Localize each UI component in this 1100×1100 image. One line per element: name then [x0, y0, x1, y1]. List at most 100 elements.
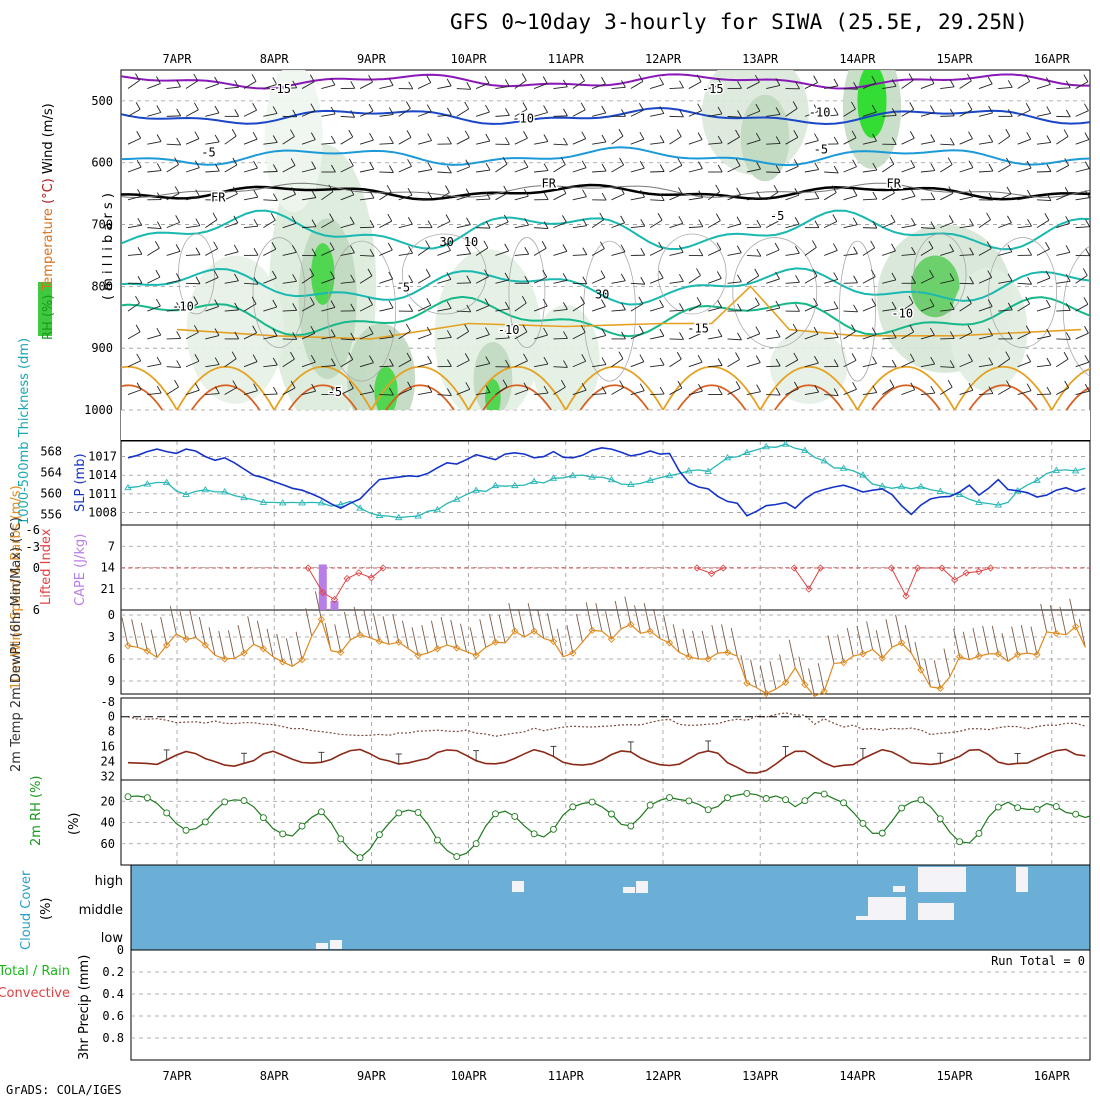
wind-barb-flag [813, 326, 819, 335]
wind-barb [243, 196, 258, 201]
wind-barb [1056, 165, 1069, 173]
wind-barb [475, 305, 490, 312]
wind-barb [166, 164, 179, 173]
wind-barb-flag [272, 193, 278, 201]
wind-barb [1056, 222, 1070, 229]
wind-barb-flag [775, 78, 781, 86]
wind-barb [495, 386, 508, 395]
thickness-marker [240, 493, 248, 501]
wind-barb [592, 141, 607, 145]
wind-barb [843, 310, 858, 313]
surface-wind-barb [692, 630, 699, 660]
wind-barb-flag [523, 131, 528, 139]
wind-barb [417, 111, 432, 117]
wind-barb [263, 335, 278, 340]
wind-barb [224, 164, 238, 173]
wind-barb-flag [930, 163, 936, 171]
wind-barb-flag [851, 130, 857, 139]
surface-wind-barb [518, 608, 525, 638]
isotherm-warm [370, 366, 470, 410]
wind-barb-flag [523, 159, 529, 168]
rh-shading [910, 255, 960, 318]
wind-barb [340, 223, 355, 229]
wind-barb-flag [678, 274, 684, 282]
wind-barb [359, 362, 374, 368]
wind-barb-flag [872, 220, 878, 229]
wind-barb-flag [696, 74, 702, 82]
rh-axis-label: 2m RH (%) [29, 775, 44, 846]
wind-barb-flag [193, 73, 199, 82]
wind-barb-flag [562, 273, 568, 281]
wind-barb-flag [737, 81, 742, 89]
wind-barb [824, 394, 839, 396]
wind-barb [495, 337, 510, 340]
rh-marker [1052, 803, 1060, 811]
wind-barb [127, 108, 141, 117]
wind-barb [843, 359, 857, 368]
wind-barb [978, 335, 993, 340]
wind-barb [669, 136, 682, 145]
wind-barb [1017, 361, 1031, 368]
wind-barb [282, 193, 296, 201]
wind-barb-flag [811, 240, 817, 248]
wind-barb-flag [930, 134, 936, 142]
wind-barb [360, 197, 375, 201]
wind-barb [282, 222, 297, 229]
wind-barb-flag [949, 273, 955, 281]
rh-shading [857, 70, 887, 138]
isotherm-label: FR [542, 176, 557, 190]
wind-barb [475, 247, 489, 256]
wind-barb [476, 363, 490, 368]
wind-barb-flag [195, 247, 201, 255]
wind-barb-flag [405, 101, 411, 109]
wind-barb-flag [679, 303, 684, 311]
wind-barb [669, 280, 684, 284]
rh-marker [511, 812, 519, 820]
wind-barb [727, 115, 742, 118]
li-marker [708, 570, 716, 578]
temp-plot [121, 712, 1090, 774]
wind-barb-flag [833, 107, 839, 116]
wind-barb-flag [814, 355, 819, 364]
day-label-top: 7APR [163, 52, 193, 66]
surface-wind-barb [1040, 603, 1048, 632]
surface-wind-barb [179, 611, 187, 640]
wind-barb-flag [737, 110, 742, 118]
surface-wind-barb [885, 619, 893, 648]
wind-barb [862, 140, 877, 145]
wind-barb-flag [736, 245, 742, 254]
rh-marker [259, 814, 267, 822]
wind-barb [727, 388, 741, 395]
wind-barb-flag [833, 388, 839, 396]
wind-barb-flag [833, 136, 839, 145]
wind-barb-flag [485, 385, 491, 393]
wind-barb-flag [234, 302, 240, 311]
wind-barb [959, 254, 974, 256]
wind-barb [669, 165, 683, 173]
wind-barb [514, 195, 529, 201]
wind-barb [630, 225, 645, 229]
thickness-marker [685, 467, 693, 474]
wind-barb-flag [988, 328, 993, 336]
wind-barb-flag [1025, 103, 1031, 111]
precip-legend-total: Total / Rain [0, 964, 70, 979]
rh-contour [401, 233, 487, 315]
wind-barb-flag [542, 76, 548, 84]
wind-barb-flag [659, 164, 665, 172]
wind-barb-flag [270, 212, 276, 221]
day-label-bottom: 15APR [937, 1069, 974, 1083]
wind-speed-marker [221, 655, 229, 663]
wind-barb [1036, 113, 1051, 117]
wind-barb-flag [156, 221, 162, 229]
wind-barb-flag [446, 272, 452, 280]
precip-tick-label: 0.6 [102, 1009, 124, 1023]
day-label-bottom: 9APR [357, 1069, 387, 1083]
rh-shading [473, 342, 513, 410]
wind-speed-marker [723, 648, 732, 657]
wind-barb [1017, 109, 1031, 117]
wind-barb-flag [563, 331, 568, 339]
wind-barb-flag [813, 75, 818, 83]
wind-speed-marker [317, 615, 326, 624]
thickness-marker [182, 490, 190, 497]
wind-barb [766, 142, 781, 145]
